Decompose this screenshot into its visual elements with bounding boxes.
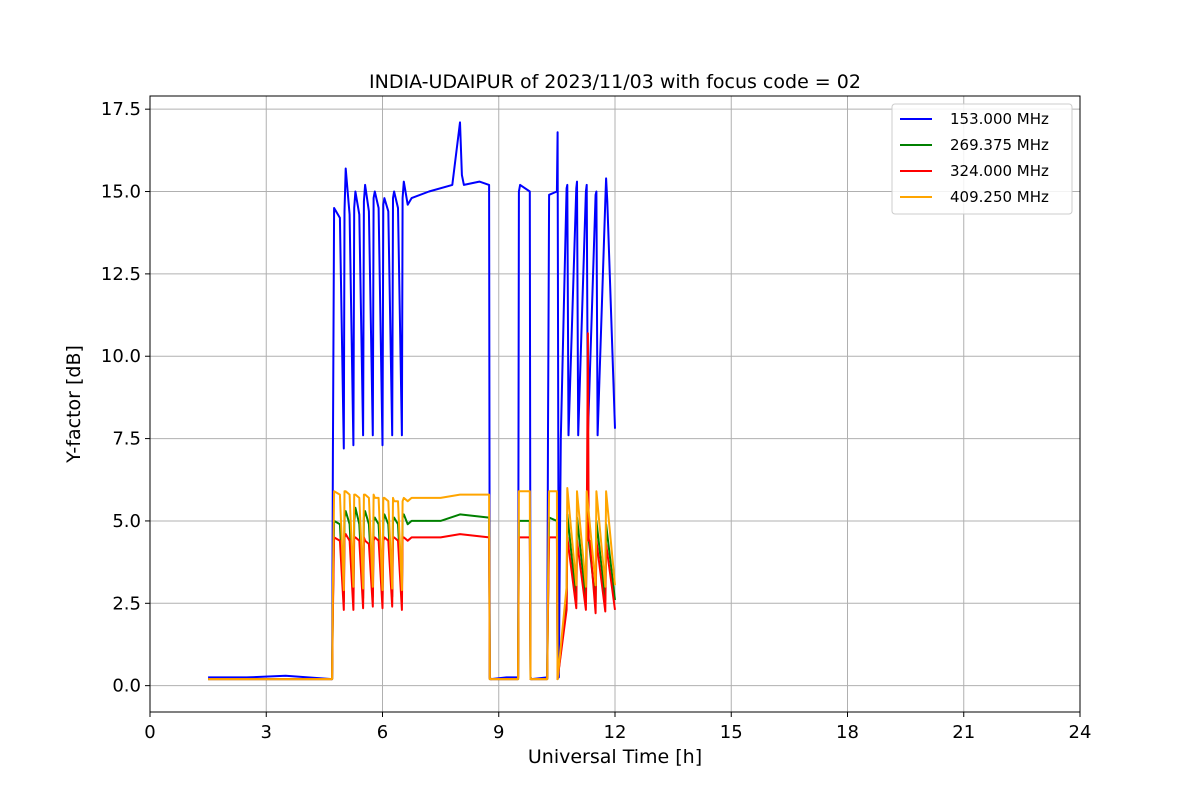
x-tick-label: 24 <box>1069 722 1092 743</box>
y-tick-label: 12.5 <box>101 264 141 285</box>
y-tick-label: 7.5 <box>112 429 141 450</box>
y-axis: 0.0 2.5 5.0 7.5 10.0 12.5 15.0 17.5 <box>101 99 150 697</box>
y-tick-label: 0.0 <box>112 676 141 697</box>
legend-label: 269.375 MHz <box>950 136 1049 154</box>
y-tick-label: 15.0 <box>101 182 141 203</box>
x-tick-label: 0 <box>144 722 155 743</box>
series-line <box>208 487 616 681</box>
legend: 153.000 MHz 269.375 MHz 324.000 MHz 409.250… <box>891 103 1073 215</box>
y-tick-label: 5.0 <box>112 511 141 532</box>
y-tick-label: 10.0 <box>101 346 141 367</box>
legend-label: 153.000 MHz <box>950 110 1049 128</box>
x-tick-label: 9 <box>493 722 504 743</box>
plot-area <box>208 121 616 681</box>
x-axis-label: Universal Time [h] <box>528 746 702 768</box>
legend-label: 324.000 MHz <box>950 162 1049 180</box>
x-tick-label: 6 <box>377 722 388 743</box>
y-tick-label: 17.5 <box>101 99 141 120</box>
x-tick-label: 21 <box>952 722 975 743</box>
x-tick-label: 3 <box>261 722 272 743</box>
series-line <box>208 121 616 681</box>
x-tick-label: 18 <box>836 722 859 743</box>
y-axis-label: Y-factor [dB] <box>63 345 85 464</box>
chart-title: INDIA-UDAIPUR of 2023/11/03 with focus c… <box>369 71 861 93</box>
y-tick-label: 2.5 <box>112 593 141 614</box>
legend-label: 409.250 MHz <box>950 188 1049 206</box>
legend-box <box>891 103 1073 215</box>
x-tick-label: 15 <box>720 722 743 743</box>
x-tick-label: 12 <box>604 722 627 743</box>
x-axis: 0 3 6 9 12 15 18 21 24 <box>144 712 1091 743</box>
